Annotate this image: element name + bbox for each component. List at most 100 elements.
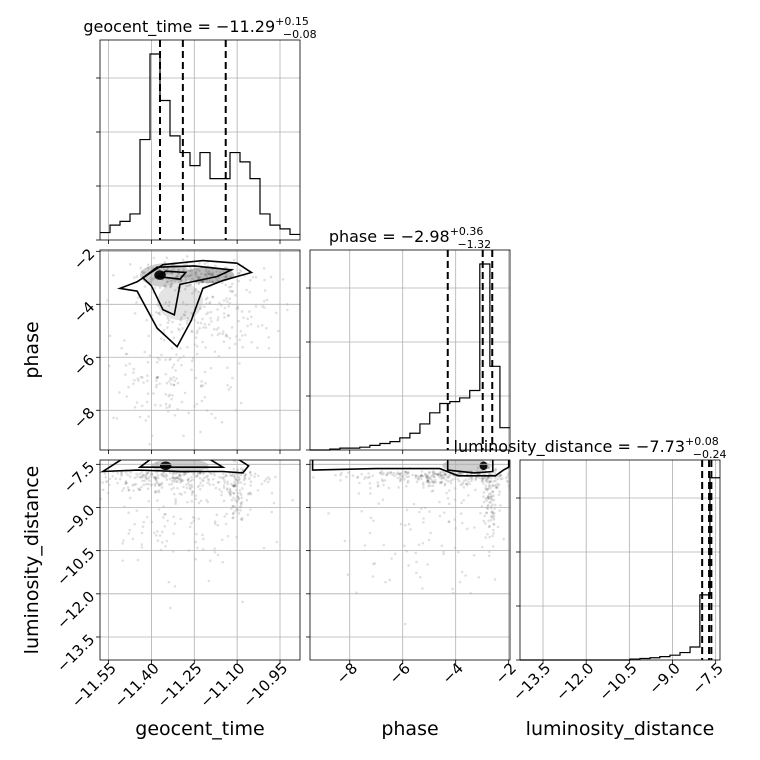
- scatter-point: [492, 480, 496, 483]
- scatter-point: [172, 375, 175, 379]
- scatter-point: [448, 475, 451, 478]
- scatter-point: [270, 491, 274, 495]
- scatter-point: [239, 473, 243, 477]
- scatter-point: [131, 484, 135, 487]
- histogram-geocent_time: [100, 53, 300, 236]
- scatter-point: [194, 287, 197, 291]
- scatter-point: [414, 476, 418, 479]
- scatter-point: [145, 477, 149, 481]
- scatter-point: [557, 477, 560, 480]
- scatter-point: [496, 525, 500, 529]
- scatter-point: [448, 473, 451, 476]
- scatter-point: [190, 521, 193, 525]
- scatter-point: [522, 483, 525, 486]
- scatter-point: [481, 479, 484, 483]
- scatter-point: [479, 511, 482, 515]
- scatter-point: [427, 481, 431, 485]
- scatter-point: [376, 481, 379, 484]
- title-minus: −0.24: [693, 448, 727, 461]
- scatter-point: [231, 516, 234, 520]
- x-tick-label: −6: [386, 659, 414, 687]
- scatter-point: [434, 472, 437, 476]
- scatter-point: [186, 479, 190, 482]
- scatter-point: [154, 476, 158, 480]
- scatter-point: [490, 494, 493, 498]
- scatter-point: [157, 483, 161, 487]
- scatter-point: [167, 405, 171, 409]
- title-plus: +0.36: [450, 225, 484, 238]
- x-axis-label-geocent_time: geocent_time: [135, 718, 264, 740]
- scatter-point: [490, 514, 494, 518]
- scatter-point: [155, 360, 159, 364]
- scatter-point: [222, 475, 226, 479]
- scatter-point: [465, 483, 469, 487]
- scatter-point: [249, 323, 253, 326]
- scatter-point: [202, 479, 205, 483]
- scatter-point: [420, 507, 423, 510]
- scatter-point: [124, 482, 127, 486]
- scatter-point: [198, 307, 202, 310]
- scatter-point: [96, 474, 99, 477]
- scatter-point: [231, 504, 235, 508]
- scatter-point: [212, 327, 216, 331]
- scatter-point: [482, 491, 486, 494]
- scatter-point: [482, 482, 485, 485]
- scatter-point: [206, 477, 210, 481]
- scatter-point: [173, 478, 176, 481]
- scatter-point: [489, 497, 493, 500]
- scatter-point: [162, 474, 165, 478]
- scatter-point: [510, 477, 513, 480]
- scatter-point: [418, 475, 421, 479]
- scatter-point: [132, 367, 136, 371]
- scatter-point: [224, 283, 227, 287]
- contour-line: [311, 460, 510, 477]
- scatter-point: [268, 478, 271, 481]
- scatter-point: [145, 471, 149, 475]
- scatter-point: [453, 518, 456, 521]
- scatter-point: [428, 471, 431, 475]
- scatter-point: [417, 477, 420, 480]
- scatter-point: [426, 478, 430, 482]
- scatter-point: [482, 500, 486, 504]
- scatter-point: [483, 476, 487, 480]
- scatter-point: [210, 412, 213, 416]
- scatter-point: [240, 518, 244, 522]
- scatter-point: [201, 340, 204, 344]
- scatter-point: [162, 471, 166, 474]
- scatter-point: [183, 491, 187, 494]
- scatter-point: [160, 541, 164, 544]
- scatter-point: [220, 490, 224, 494]
- scatter-point: [307, 477, 310, 480]
- scatter-point: [440, 544, 444, 548]
- scatter-point: [213, 550, 217, 554]
- scatter-point: [237, 475, 240, 479]
- density-blob: [160, 461, 172, 471]
- scatter-point: [191, 490, 195, 494]
- scatter-point: [367, 472, 370, 475]
- scatter-point: [366, 476, 370, 480]
- scatter-point: [237, 272, 241, 275]
- scatter-point: [199, 430, 202, 434]
- scatter-point: [381, 479, 385, 483]
- scatter-point: [382, 543, 386, 547]
- scatter-point: [177, 476, 180, 479]
- scatter-point: [222, 499, 226, 503]
- scatter-point: [266, 480, 270, 484]
- scatter-point: [168, 358, 171, 362]
- scatter-point: [225, 488, 229, 492]
- scatter-point: [230, 326, 234, 329]
- scatter-point: [154, 475, 158, 479]
- scatter-point: [491, 512, 495, 516]
- scatter-point: [149, 277, 153, 280]
- scatter-point: [465, 472, 469, 476]
- scatter-point: [233, 484, 237, 488]
- scatter-point: [165, 280, 169, 284]
- scatter-point: [489, 476, 493, 480]
- scatter-point: [204, 298, 208, 301]
- scatter-point: [184, 284, 188, 288]
- scatter-point: [422, 454, 425, 457]
- scatter-point: [275, 540, 279, 544]
- scatter-point: [190, 368, 193, 372]
- scatter-point: [490, 518, 493, 522]
- scatter-point: [241, 516, 244, 520]
